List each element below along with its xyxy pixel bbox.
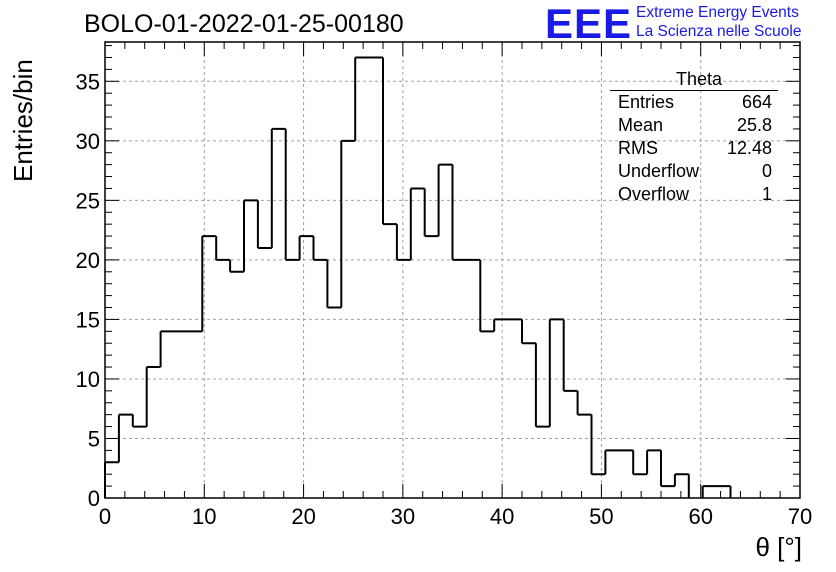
histogram-bin (550, 319, 564, 498)
histogram-bin (175, 331, 189, 498)
histogram-bin (675, 474, 689, 498)
x-tick-label: 20 (291, 504, 315, 529)
chart-title: BOLO-01-2022-01-25-00180 (84, 10, 404, 38)
stats-label: RMS (618, 138, 658, 158)
histogram-bin (272, 129, 286, 498)
stats-row-rms: RMS 12.48 (610, 137, 778, 160)
histogram-bin (633, 474, 647, 498)
x-tick-label: 10 (192, 504, 216, 529)
histogram-bin (230, 272, 244, 498)
histogram-bin (202, 236, 216, 498)
histogram-bin (508, 319, 522, 498)
histogram-bin (439, 165, 453, 498)
histogram-bin (578, 415, 592, 498)
histogram-bin (425, 236, 439, 498)
histogram-bin (494, 319, 508, 498)
stats-value: 25.8 (736, 115, 772, 135)
histogram-bin (300, 236, 314, 498)
histogram-bin (105, 462, 119, 498)
histogram-bin (480, 331, 494, 498)
histogram-bin (453, 260, 467, 498)
stats-label: Overflow (618, 184, 690, 204)
histogram-bin (119, 415, 133, 498)
histogram-bin (341, 141, 355, 498)
y-tick-label: 20 (76, 248, 100, 273)
y-axis-label: Entries/bin (8, 59, 38, 182)
histogram-bin (564, 391, 578, 498)
stats-label: Underflow (618, 161, 700, 181)
y-tick-label: 10 (76, 367, 100, 392)
histogram-bin (619, 450, 633, 498)
stats-row-underflow: Underflow 0 (610, 160, 778, 183)
x-tick-label: 60 (688, 504, 712, 529)
eee-logo: EEE (545, 0, 633, 47)
x-tick-label: 40 (490, 504, 514, 529)
histogram-bin (703, 486, 717, 498)
brand-line-1: Extreme Energy Events (636, 4, 799, 21)
stats-value: 0 (761, 161, 772, 181)
brand-text: Extreme Energy Events La Scienza nelle S… (636, 3, 801, 41)
histogram-bin (605, 450, 619, 498)
x-tick-label: 0 (99, 504, 111, 529)
stats-value: 12.48 (726, 138, 772, 158)
histogram-bin (314, 260, 328, 498)
histogram-bin (188, 331, 202, 498)
histogram-bin (161, 331, 175, 498)
histogram-bin (327, 308, 341, 498)
histogram-bin (647, 450, 661, 498)
histogram-bin (522, 343, 536, 498)
y-tick-label: 5 (88, 426, 100, 451)
histogram-bin (133, 427, 147, 498)
histogram-bin (355, 57, 369, 498)
stats-label: Mean (618, 115, 664, 135)
x-tick-label: 30 (391, 504, 415, 529)
histogram-bin (286, 260, 300, 498)
histogram-bin (397, 260, 411, 498)
histogram-bin (411, 188, 425, 498)
histogram-bin (466, 260, 480, 498)
y-tick-label: 15 (76, 307, 100, 332)
stats-row-entries: Entries 664 (610, 91, 778, 114)
stats-box: Theta Entries 664 Mean 25.8 RMS 12.48 Un… (610, 68, 778, 206)
histogram-bin (244, 200, 258, 498)
y-tick-label: 30 (76, 129, 100, 154)
y-tick-label: 25 (76, 188, 100, 213)
histogram-bin (216, 260, 230, 498)
histogram-bin (717, 486, 731, 498)
stats-value: 1 (761, 184, 772, 204)
histogram-bin (592, 474, 606, 498)
histogram-bin (147, 367, 161, 498)
histogram-bin (369, 57, 383, 498)
y-tick-label: 35 (76, 69, 100, 94)
histogram-bin (383, 224, 397, 498)
stats-row-mean: Mean 25.8 (610, 114, 778, 137)
stats-row-overflow: Overflow 1 (610, 183, 778, 206)
histogram-bin (258, 248, 272, 498)
stats-title: Theta (610, 68, 778, 91)
stats-label: Entries (618, 92, 675, 112)
histogram-bin (536, 427, 550, 498)
plot-frame (104, 41, 801, 499)
brand-line-2: La Scienza nelle Scuole (636, 23, 802, 40)
stats-value: 664 (741, 92, 772, 112)
x-axis-label: θ [°] (755, 532, 802, 562)
x-tick-label: 50 (589, 504, 613, 529)
x-tick-label: 70 (788, 504, 812, 529)
y-tick-label: 0 (88, 486, 100, 511)
histogram-bin (661, 486, 675, 498)
